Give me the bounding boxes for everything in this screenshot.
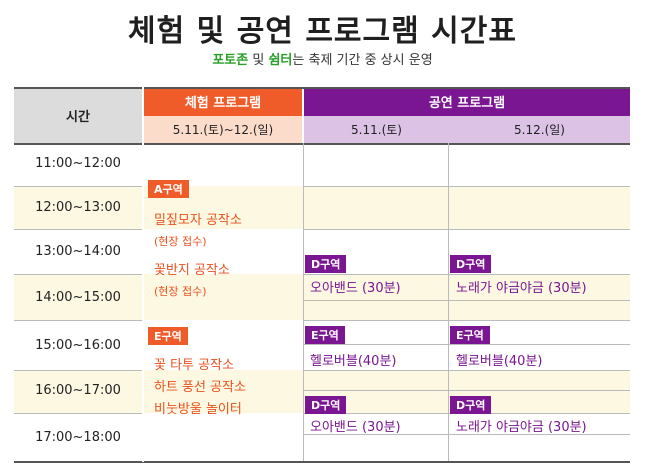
perf-show: 오아밴드 (30분)	[310, 420, 401, 435]
header-experience: 체험 프로그램	[144, 87, 302, 116]
exp-note: (현장 접수)	[154, 285, 207, 298]
header-time: 시간	[14, 87, 142, 143]
row-line	[14, 413, 142, 414]
perf-row-line	[304, 186, 630, 187]
time-slot: 16:00~17:00	[35, 383, 121, 398]
exp-note: (현장 접수)	[154, 235, 207, 248]
row-band-14	[14, 274, 630, 320]
perf-row-line	[304, 390, 630, 391]
header-divider	[14, 143, 630, 145]
perf-zone-tag: D구역	[450, 396, 492, 414]
perf-row-line	[304, 274, 630, 275]
perf-show: 헬로버블(40분)	[310, 354, 397, 369]
perf-row-line	[304, 229, 630, 230]
zone-e-tag: E구역	[148, 327, 188, 345]
perf-row-line	[304, 320, 630, 321]
time-slot: 11:00~12:00	[35, 156, 121, 171]
time-slot: 15:00~16:00	[35, 338, 121, 353]
col-line	[303, 143, 304, 461]
exp-item-bubble: 비눗방울 놀이터	[154, 402, 242, 417]
header-perf-date-2: 5.12.(일)	[449, 116, 630, 143]
page-title: 체험 및 공연 프로그램 시간표	[128, 14, 517, 49]
schedule-table: 시간 체험 프로그램 공연 프로그램 5.11.(토)~12.(일) 5.11.…	[14, 87, 630, 463]
col-line	[142, 87, 144, 462]
time-slot: 17:00~18:00	[35, 430, 121, 445]
bottom-border	[14, 461, 630, 463]
perf-show: 노래가 야금야금 (30분)	[456, 420, 587, 435]
header-performance: 공연 프로그램	[304, 87, 630, 116]
time-slot: 13:00~14:00	[35, 244, 121, 259]
shelter-label: 쉼터	[268, 53, 293, 68]
perf-row-line	[304, 434, 630, 435]
subtitle-rest: 는 축제 기간 중 상시 운영	[292, 53, 433, 68]
photozone-label: 포토존	[212, 53, 249, 68]
perf-row-line	[304, 300, 630, 301]
perf-row-line	[304, 370, 630, 371]
exp-item-flower-ring: 꽃반지 공작소	[154, 263, 230, 278]
perf-row-line	[304, 344, 630, 345]
subtitle-sep: 및	[248, 53, 269, 68]
row-line	[14, 370, 142, 371]
row-line	[14, 186, 142, 187]
row-line	[14, 274, 142, 275]
exp-item-flower-tattoo: 꽃 타투 공작소	[154, 358, 235, 373]
perf-zone-tag: D구역	[305, 396, 347, 414]
perf-zone-tag: E구역	[450, 326, 490, 344]
top-border	[14, 87, 630, 89]
row-line	[14, 229, 142, 230]
perf-zone-tag: D구역	[305, 255, 347, 273]
perf-show: 헬로버블(40분)	[456, 354, 543, 369]
exp-item-heart-balloon: 하트 풍선 공작소	[154, 380, 246, 395]
time-slot: 14:00~15:00	[35, 290, 121, 305]
header-experience-dates: 5.11.(토)~12.(일)	[144, 116, 302, 143]
perf-zone-tag: E구역	[305, 326, 345, 344]
subtitle: 포토존 및 쉼터는 축제 기간 중 상시 운영	[0, 49, 645, 68]
row-band-12	[14, 186, 630, 229]
perf-show: 노래가 야금야금 (30분)	[456, 281, 587, 296]
time-slot: 12:00~13:00	[35, 200, 121, 215]
zone-a-tag: A구역	[148, 180, 189, 198]
perf-show: 오아밴드 (30분)	[310, 281, 401, 296]
exp-item-straw-hat: 밀짚모자 공작소	[154, 213, 242, 228]
header-perf-date-1: 5.11.(토)	[304, 116, 449, 143]
perf-zone-tag: D구역	[450, 255, 492, 273]
col-line	[448, 143, 449, 461]
row-line	[14, 320, 142, 321]
